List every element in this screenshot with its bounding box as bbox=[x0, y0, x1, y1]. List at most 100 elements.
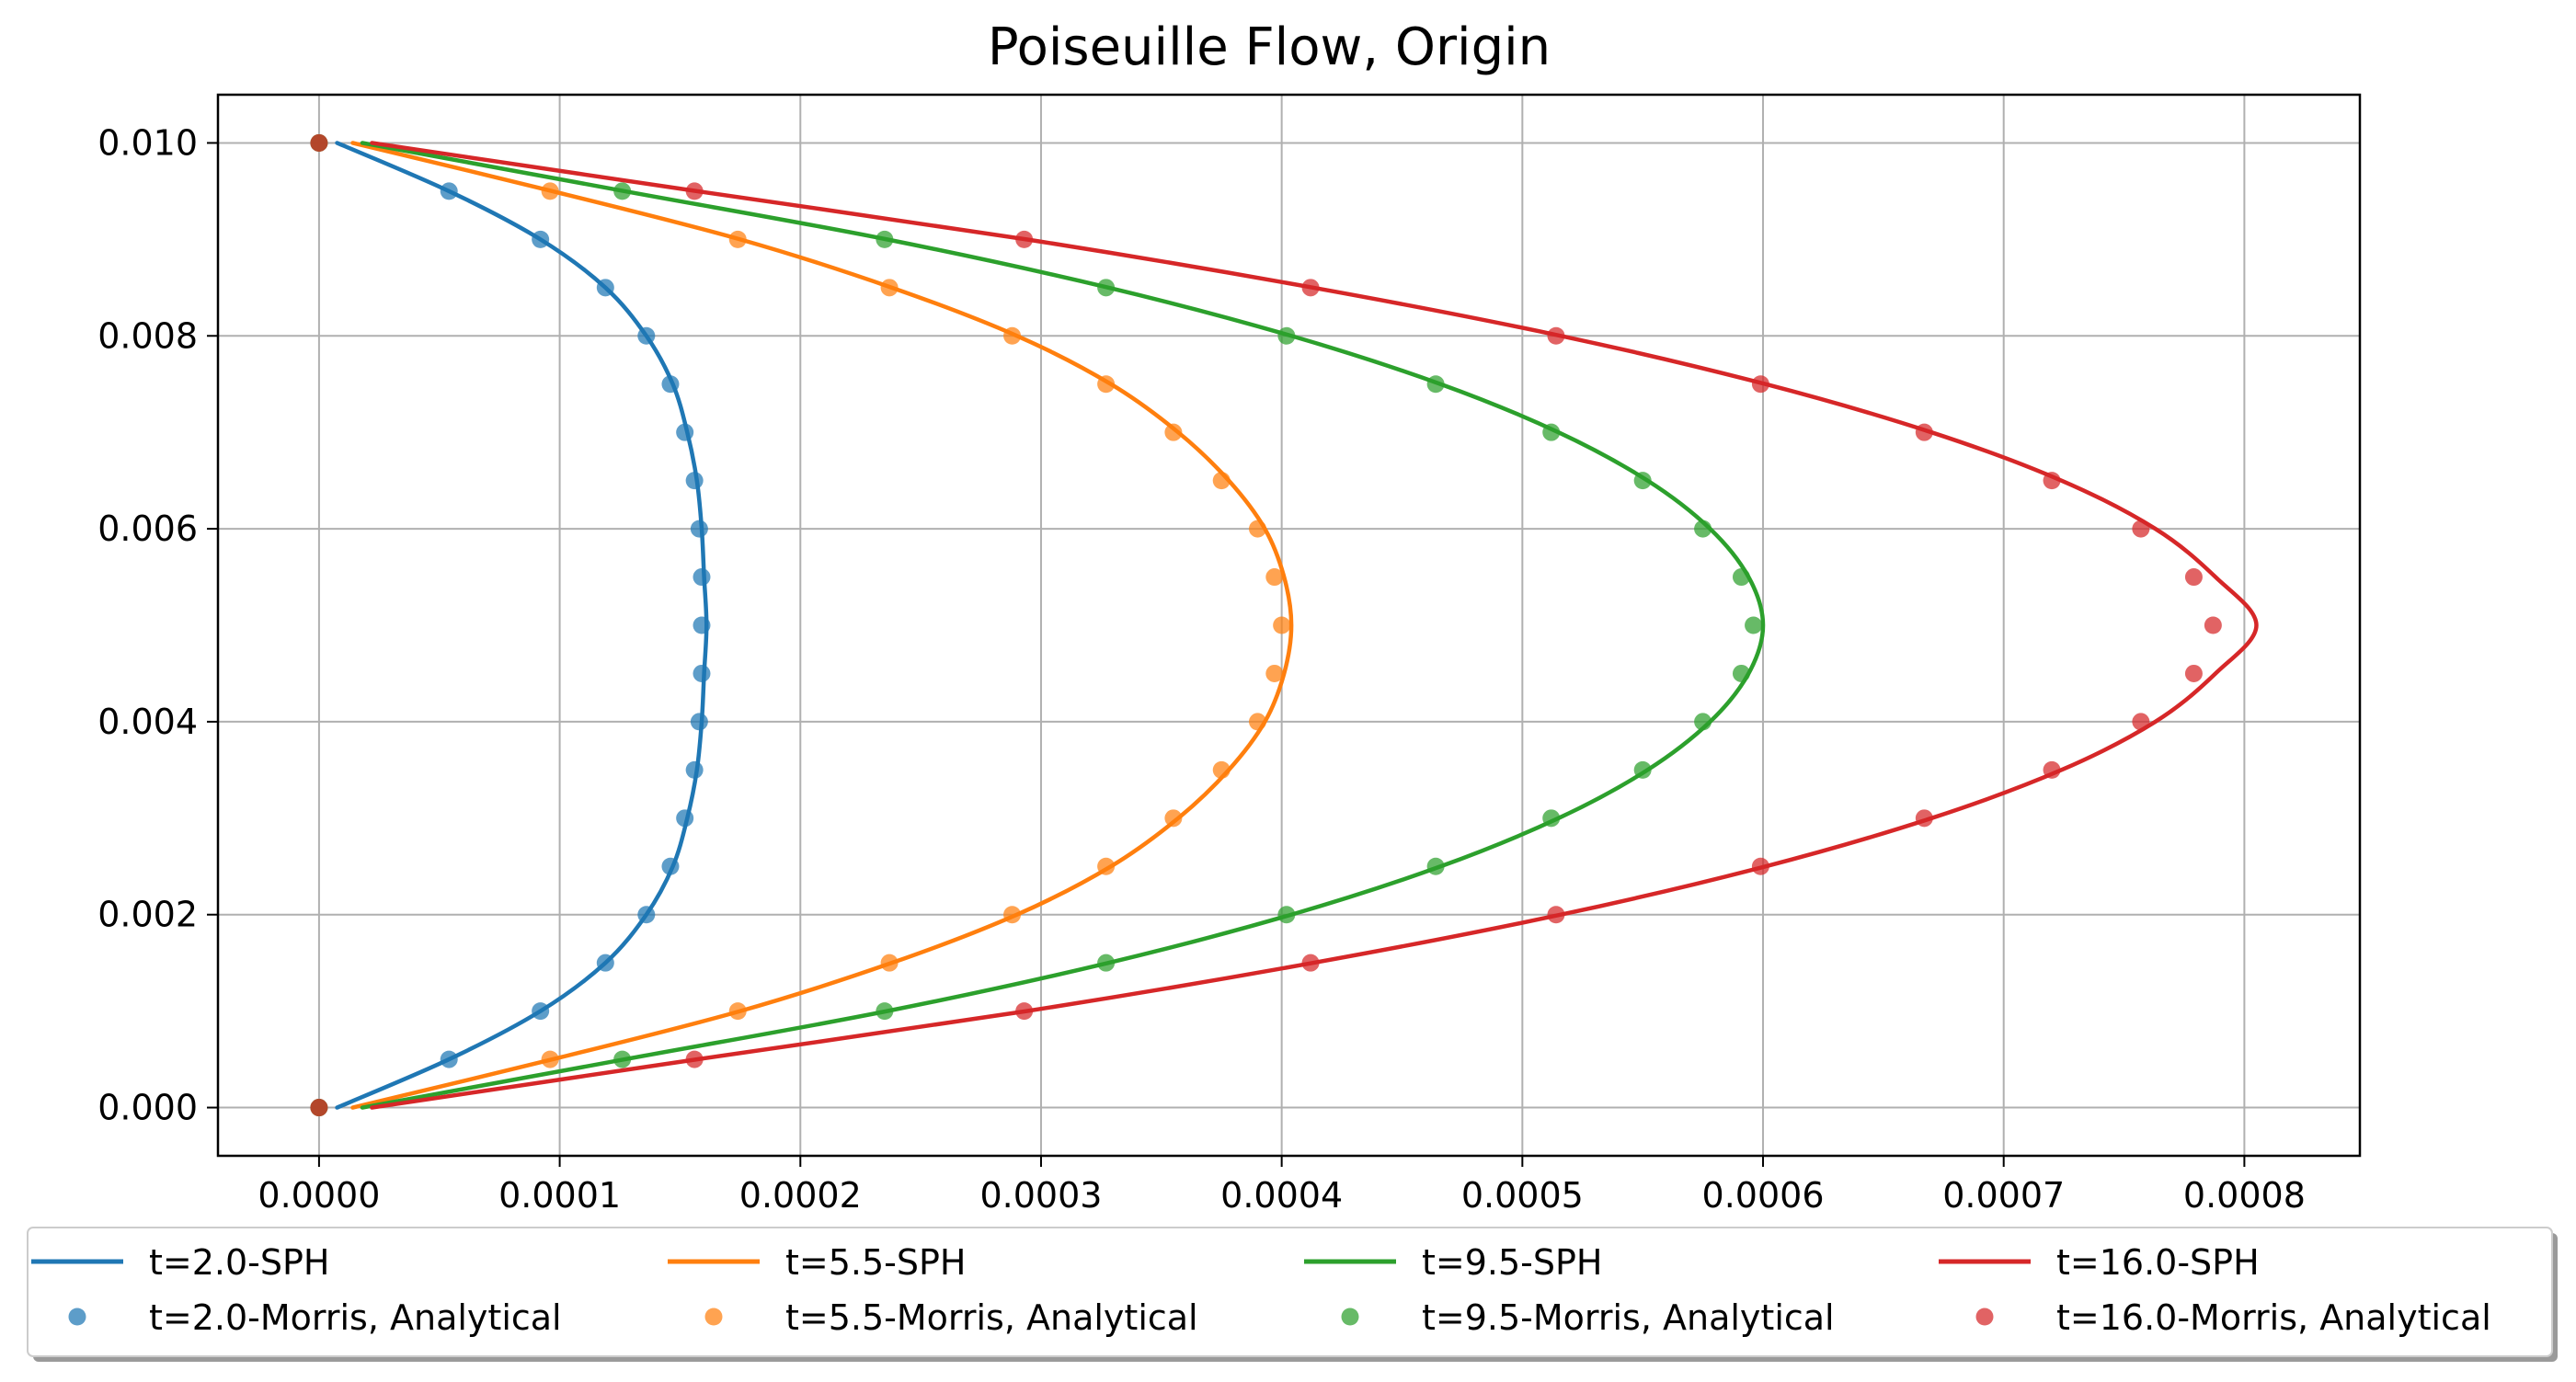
legend-swatch-dot bbox=[704, 1308, 723, 1326]
scatter-point bbox=[2132, 520, 2150, 538]
scatter-point bbox=[693, 616, 711, 634]
y-tick-label: 0.000 bbox=[97, 1088, 198, 1128]
scatter-point bbox=[1265, 568, 1284, 587]
scatter-point bbox=[532, 230, 550, 248]
scatter-point bbox=[541, 182, 559, 200]
scatter-point bbox=[1248, 713, 1266, 731]
scatter-point bbox=[613, 182, 632, 200]
scatter-point bbox=[876, 1002, 894, 1021]
scatter-point bbox=[1732, 664, 1750, 682]
x-tick-label: 0.0003 bbox=[979, 1175, 1102, 1216]
scatter-point bbox=[676, 423, 694, 441]
x-tick-label: 0.0007 bbox=[1942, 1175, 2065, 1216]
scatter-point bbox=[661, 375, 680, 394]
scatter-point bbox=[690, 713, 708, 731]
legend-label: t=16.0-SPH bbox=[2056, 1242, 2260, 1283]
scatter-point bbox=[1732, 568, 1750, 587]
scatter-point bbox=[1003, 326, 1022, 345]
scatter-point bbox=[685, 1050, 704, 1068]
scatter-point bbox=[1003, 906, 1022, 924]
scatter-point bbox=[613, 1050, 632, 1068]
scatter-point bbox=[690, 520, 708, 538]
chart-title: Poiseuille Flow, Origin bbox=[988, 17, 1551, 77]
x-tick-label: 0.0001 bbox=[498, 1175, 621, 1216]
scatter-point bbox=[880, 954, 899, 972]
legend-label: t=16.0-Morris, Analytical bbox=[2056, 1297, 2491, 1338]
scatter-point bbox=[693, 664, 711, 682]
y-tick-label: 0.006 bbox=[97, 508, 198, 549]
legend-label: t=2.0-Morris, Analytical bbox=[149, 1297, 562, 1338]
series-line-2 bbox=[360, 141, 1766, 1110]
legend-swatch-dot bbox=[1341, 1308, 1359, 1326]
scatter-point bbox=[1694, 520, 1712, 538]
scatter-point bbox=[1015, 230, 1034, 248]
scatter-point bbox=[1301, 279, 1320, 297]
scatter-point bbox=[1248, 520, 1266, 538]
scatter-point bbox=[1751, 375, 1769, 394]
scatter-point bbox=[1097, 857, 1116, 875]
plot-frame bbox=[216, 93, 2362, 1158]
scatter-point bbox=[1097, 279, 1116, 297]
scatter-point bbox=[2184, 568, 2203, 587]
tick-layer: 0.0000 0.0001 0.0002 0.0003 0.0004 0.0005 0.00… bbox=[97, 122, 2306, 1216]
scatter-point bbox=[2043, 760, 2061, 779]
scatter-point bbox=[1301, 954, 1320, 972]
series-layer bbox=[310, 133, 2259, 1117]
scatter-point bbox=[1164, 809, 1183, 828]
scatter-point bbox=[1265, 664, 1284, 682]
scatter-point bbox=[685, 472, 704, 490]
scatter-point bbox=[1547, 326, 1565, 345]
legend-label: t=2.0-SPH bbox=[149, 1242, 330, 1283]
y-tick-label: 0.002 bbox=[97, 895, 198, 935]
scatter-point bbox=[1633, 760, 1652, 779]
scatter-point bbox=[1097, 375, 1116, 394]
scatter-point bbox=[1212, 760, 1231, 779]
legend-swatch-dot bbox=[1975, 1308, 1994, 1326]
scatter-point bbox=[685, 182, 704, 200]
scatter-point bbox=[440, 182, 458, 200]
scatter-point bbox=[1015, 1002, 1034, 1021]
x-tick-label: 0.0005 bbox=[1461, 1175, 1584, 1216]
x-tick-label: 0.0004 bbox=[1220, 1175, 1343, 1216]
scatter-point bbox=[637, 906, 656, 924]
scatter-point bbox=[1915, 809, 1933, 828]
legend-label: t=9.5-Morris, Analytical bbox=[1422, 1297, 1835, 1338]
scatter-point bbox=[1277, 326, 1296, 345]
scatter-point bbox=[541, 1050, 559, 1068]
x-tick-label: 0.0006 bbox=[1702, 1175, 1825, 1216]
legend: t=2.0-SPH t=5.5-SPH t=9.5-SPH t=16.0-SPH t=2… bbox=[27, 1227, 2558, 1362]
scatter-point bbox=[728, 230, 747, 248]
scatter-point bbox=[310, 1099, 328, 1117]
scatter-point bbox=[440, 1050, 458, 1068]
scatter-point bbox=[2204, 616, 2222, 634]
scatter-point bbox=[1426, 375, 1445, 394]
scatter-point bbox=[1097, 954, 1116, 972]
series-line-3 bbox=[370, 141, 2259, 1110]
scatter-point bbox=[1542, 809, 1561, 828]
scatter-point bbox=[310, 133, 328, 152]
scatter-series-2 bbox=[310, 133, 1763, 1117]
scatter-point bbox=[532, 1002, 550, 1021]
x-tick-label: 0.0002 bbox=[739, 1175, 862, 1216]
y-tick-label: 0.010 bbox=[97, 122, 198, 163]
scatter-point bbox=[2184, 664, 2203, 682]
scatter-point bbox=[685, 760, 704, 779]
scatter-point bbox=[880, 279, 899, 297]
x-tick-label: 0.0008 bbox=[2183, 1175, 2306, 1216]
scatter-point bbox=[596, 954, 614, 972]
scatter-point bbox=[728, 1002, 747, 1021]
scatter-point bbox=[1277, 906, 1296, 924]
scatter-series-3 bbox=[310, 133, 2222, 1117]
scatter-point bbox=[676, 809, 694, 828]
scatter-point bbox=[661, 857, 680, 875]
scatter-point bbox=[1633, 472, 1652, 490]
scatter-point bbox=[1164, 423, 1183, 441]
scatter-point bbox=[1212, 472, 1231, 490]
scatter-point bbox=[637, 326, 656, 345]
scatter-point bbox=[2132, 713, 2150, 731]
legend-label: t=9.5-SPH bbox=[1422, 1242, 1603, 1283]
y-tick-label: 0.004 bbox=[97, 702, 198, 742]
scatter-point bbox=[876, 230, 894, 248]
legend-swatch-dot bbox=[68, 1308, 86, 1326]
